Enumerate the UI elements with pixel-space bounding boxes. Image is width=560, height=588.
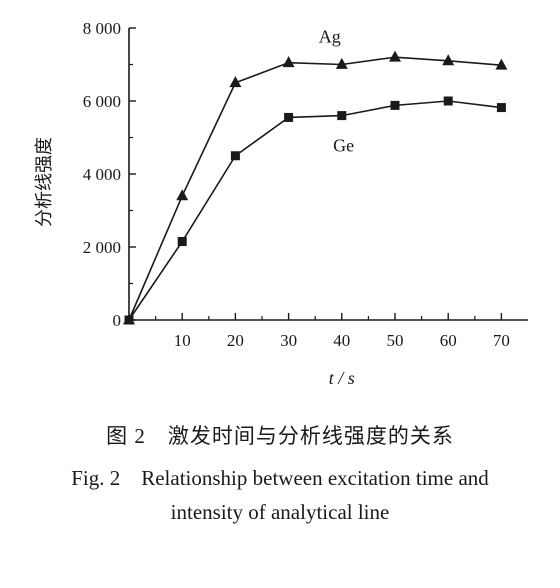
data-point-ge	[443, 96, 453, 106]
y-tick-label: 4 000	[83, 165, 121, 184]
x-tick-label: 30	[280, 331, 297, 350]
data-point-ag	[282, 56, 295, 68]
data-point-ag	[229, 76, 242, 88]
figure-caption-english-line-2: intensity of analytical line	[170, 500, 390, 524]
series-line-ag	[128, 56, 502, 321]
y-tick-label: 0	[113, 311, 122, 330]
x-axis-title: t / s	[329, 368, 355, 388]
x-tick-label: 60	[440, 331, 457, 350]
data-point-ag	[335, 57, 348, 69]
y-axis-title: 分析线强度	[34, 137, 54, 227]
line-chart: 0 2 000 4 000 6 000 8 000 10 20 30 40 50 60 70 分析线…	[34, 19, 528, 388]
chart-axes	[128, 28, 528, 321]
x-tick-label: 70	[493, 331, 510, 350]
y-tick-label: 6 000	[83, 92, 121, 111]
figure-caption-english-line-1: Fig. 2 Relationship between excitation t…	[71, 466, 489, 490]
x-tick-label: 10	[174, 331, 191, 350]
series-line-ge	[128, 100, 502, 321]
figure-caption-chinese: 图 2 激发时间与分析线强度的关系	[106, 424, 454, 448]
data-point-ag	[389, 50, 401, 62]
y-tick-label: 2 000	[83, 238, 121, 257]
data-point-ag	[176, 189, 189, 201]
data-point-ge	[124, 315, 134, 325]
data-point-ge	[496, 103, 506, 113]
y-tick-label: 8 000	[83, 19, 121, 38]
x-tick-label: 40	[333, 331, 350, 350]
data-point-ge	[284, 112, 294, 122]
x-tick-label: 20	[227, 331, 244, 350]
data-point-ge	[390, 100, 400, 110]
data-point-ge	[230, 151, 240, 161]
series-label-ge: Ge	[333, 135, 354, 155]
x-axis-ticks: 10 20 30 40 50 60 70	[155, 313, 510, 350]
data-point-ge	[337, 111, 347, 121]
chart-series	[123, 50, 508, 325]
data-point-ge	[177, 237, 187, 247]
data-point-ag	[495, 58, 508, 70]
x-tick-label: 50	[387, 331, 404, 350]
y-axis-ticks: 0 2 000 4 000 6 000 8 000	[83, 19, 136, 330]
series-label-ag: Ag	[319, 27, 341, 47]
data-point-ag	[442, 54, 455, 66]
